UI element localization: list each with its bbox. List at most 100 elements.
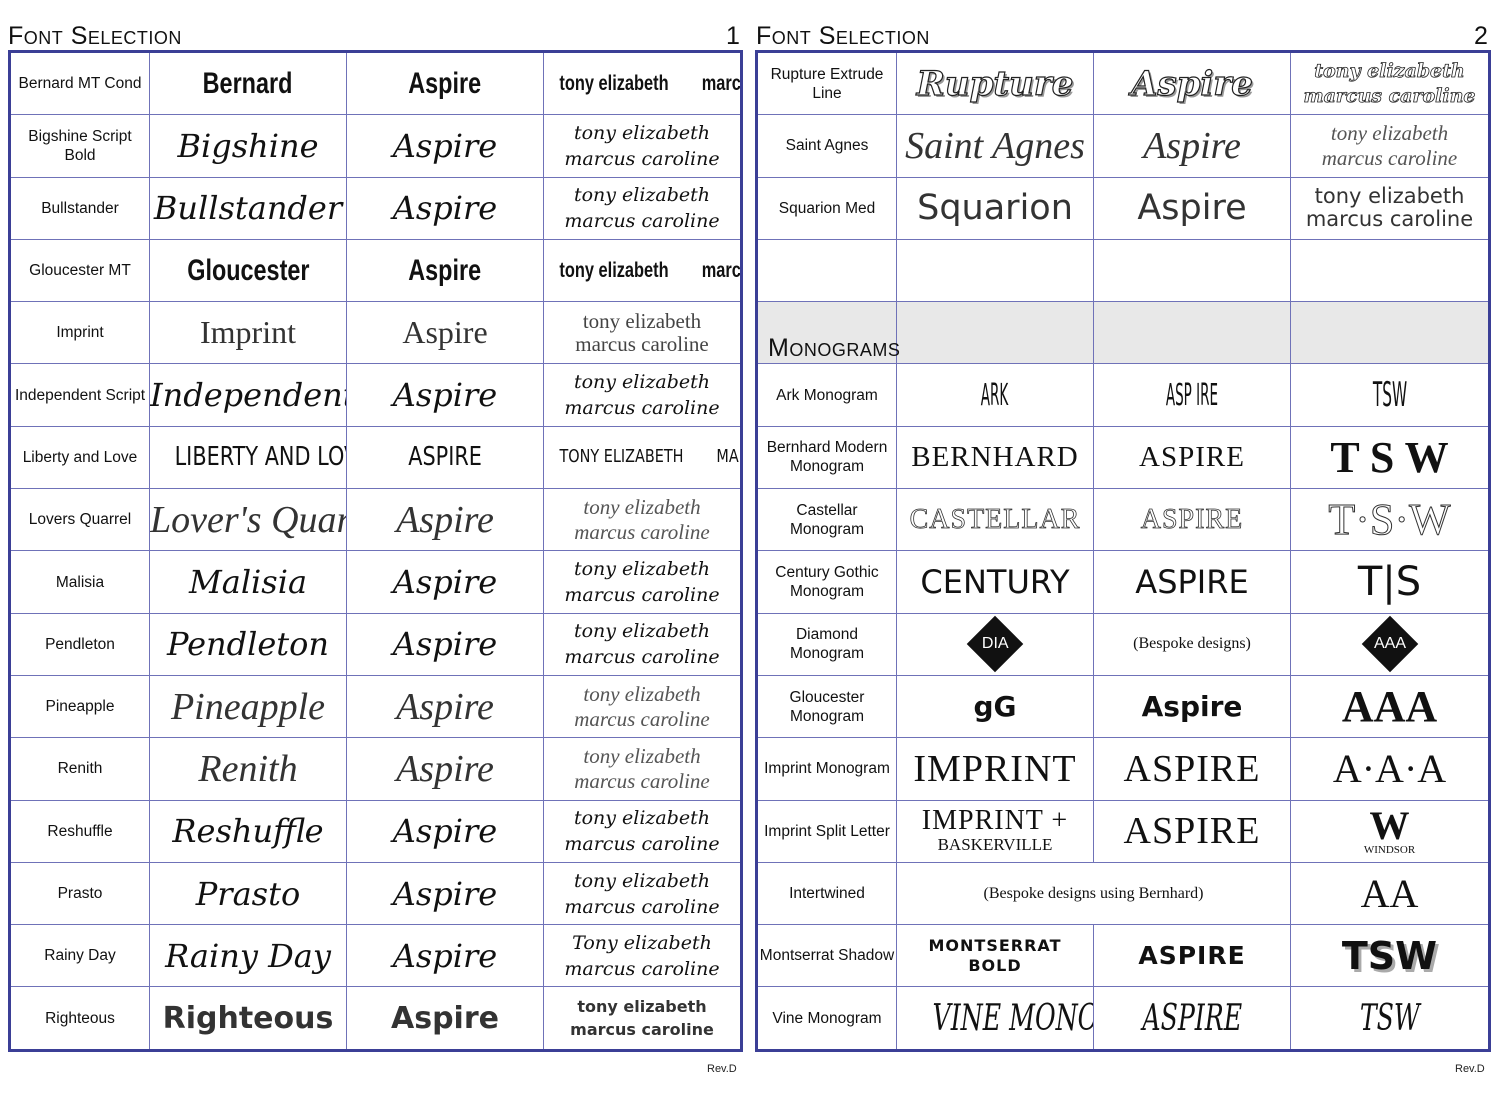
font-name-cell: Imprint bbox=[9, 301, 150, 365]
names-line: tony elizabeth bbox=[573, 184, 711, 207]
names-subtext: WINDSOR bbox=[1363, 843, 1416, 856]
aspire-cell: Aspire bbox=[346, 737, 544, 801]
aspire-cell: ASPIRE bbox=[1093, 924, 1291, 988]
aspire-cell: Aspire bbox=[346, 612, 544, 676]
aspire-cell: Aspire bbox=[346, 861, 544, 926]
names-line: marcus caroline bbox=[564, 895, 720, 918]
aspire-cell: ASPIRE bbox=[1093, 550, 1291, 614]
names-cell: T S W bbox=[1290, 425, 1490, 490]
aspire-cell: Aspire bbox=[346, 114, 544, 178]
sample-cell: Squarion bbox=[896, 176, 1094, 240]
sample-cell: Bernard bbox=[149, 50, 347, 116]
names-line: TSW bbox=[1341, 933, 1438, 978]
aspire-cell: Aspire bbox=[346, 799, 544, 863]
aspire-cell: Aspire bbox=[1093, 114, 1291, 178]
sample-text: Pineapple bbox=[170, 685, 326, 728]
revision-label: Rev.D bbox=[1455, 1063, 1485, 1075]
table-row: Rupture Extrude Line Rupture Aspire tony el… bbox=[756, 50, 1490, 116]
sample-text: Bernard bbox=[203, 66, 293, 100]
aspire-text: Aspire bbox=[392, 625, 498, 664]
aspire-cell: Aspire bbox=[346, 238, 544, 303]
font-name-cell: Imprint Split Letter bbox=[756, 799, 897, 863]
aspire-cell: ASPIRE bbox=[1093, 799, 1291, 863]
aspire-text: Aspire bbox=[396, 685, 494, 728]
aspire-cell: Aspire bbox=[346, 176, 544, 240]
names-line: marcus caroline bbox=[564, 833, 720, 856]
names-line: tony elizabeth bbox=[573, 620, 711, 643]
names-line: marcus caroline bbox=[564, 584, 720, 607]
sample-cell: Bullstander bbox=[149, 176, 347, 240]
monograms-section-row: Monograms bbox=[756, 301, 1490, 365]
table-row: Righteous Righteous Aspire tony elizabeth ma… bbox=[9, 986, 742, 1051]
sample-cell: ARK bbox=[896, 363, 1094, 427]
font-name-cell: Vine Monogram bbox=[756, 986, 897, 1051]
aspire-text: Aspire bbox=[392, 874, 498, 913]
table-row: Century Gothic Monogram CENTURY ASPIRE T|S bbox=[756, 550, 1490, 614]
table-row: Bernhard Modern Monogram BERNHARD ASPIRE T … bbox=[756, 425, 1490, 490]
aspire-text: ASPIRE bbox=[408, 442, 482, 473]
aspire-text: ASPIRE bbox=[1142, 997, 1242, 1039]
names-line: tony elizabeth bbox=[582, 308, 702, 333]
diamond-sample: DIA bbox=[966, 616, 1024, 673]
names-line: marcus caroline bbox=[564, 957, 720, 980]
sample-cell: gG bbox=[896, 674, 1094, 739]
names-line: tony elizabeth bbox=[559, 259, 669, 283]
names-line: TONY ELIZABETH bbox=[559, 446, 684, 468]
table-row: Saint Agnes Saint Agnes Aspire tony elizabe… bbox=[756, 114, 1490, 178]
sample-text: Righteous bbox=[162, 1000, 334, 1036]
sample-cell: Malisia bbox=[149, 550, 347, 614]
table-row: Rainy Day Rainy Day Aspire Tony elizabeth ma… bbox=[9, 924, 742, 988]
sample-cell: LIBERTY AND LOVE bbox=[149, 425, 347, 490]
font-name-cell: Liberty and Love bbox=[9, 425, 150, 490]
sample-cell: Lover's Quarrel bbox=[149, 488, 347, 552]
names-cell: AA bbox=[1290, 861, 1490, 926]
table-row: Malisia Malisia Aspire tony elizabeth marcus… bbox=[9, 550, 742, 614]
sample-text: Rainy Day bbox=[165, 936, 331, 975]
names-line: tony elizabeth bbox=[1330, 120, 1449, 145]
aspire-cell: Aspire bbox=[346, 488, 544, 552]
sample-text: Malisia bbox=[188, 563, 308, 602]
empty-cell bbox=[896, 238, 1094, 303]
aspire-cell: Aspire bbox=[1093, 674, 1291, 739]
font-name-cell: Bernhard Modern Monogram bbox=[756, 425, 897, 490]
aspire-cell: Aspire bbox=[346, 674, 544, 739]
table-row: Castellar Monogram CASTELLAR ASPIRE T·S·W bbox=[756, 488, 1490, 552]
sample-cell: Bigshine bbox=[149, 114, 347, 178]
sample-text: BERNHARD bbox=[911, 440, 1079, 473]
aspire-text: Aspire bbox=[408, 253, 482, 287]
table-row: Squarion Med Squarion Aspire tony elizabeth… bbox=[756, 176, 1490, 240]
aspire-cell: ASPIRE bbox=[1093, 488, 1291, 552]
names-cell: TSW bbox=[1290, 986, 1490, 1051]
sample-text: IMPRINT + bbox=[921, 805, 1069, 837]
font-name-cell: Bernard MT Cond bbox=[9, 50, 150, 116]
font-name-cell: Gloucester MT bbox=[9, 238, 150, 303]
names-cell: tony elizabeth marcus caroline bbox=[543, 612, 742, 676]
font-name-cell: Diamond Monogram bbox=[756, 612, 897, 676]
font-name-cell: Montserrat Shadow bbox=[756, 924, 897, 988]
sample-text: VINE MONO bbox=[932, 997, 1094, 1039]
font-name-cell: Reshuffle bbox=[9, 799, 150, 863]
font-name-cell: Righteous bbox=[9, 986, 150, 1051]
empty-cell bbox=[756, 238, 897, 303]
names-cell: TSW bbox=[1290, 924, 1490, 988]
sample-cell: DIA bbox=[896, 612, 1094, 676]
names-line: marcus caroline bbox=[564, 147, 720, 170]
sample-text: CENTURY bbox=[920, 563, 1070, 602]
table-row: Independent Script Independent Aspire tony … bbox=[9, 363, 742, 427]
sample-text: Reshuffle bbox=[172, 812, 324, 851]
aspire-text: Aspire bbox=[1131, 63, 1254, 104]
aspire-text: ASPIRE bbox=[1135, 563, 1249, 602]
aspire-text: Aspire bbox=[1141, 690, 1243, 724]
names-line: tony elizabeth bbox=[573, 558, 711, 581]
sample-cell: Pendleton bbox=[149, 612, 347, 676]
names-cell: W WINDSOR bbox=[1290, 799, 1490, 863]
sample-cell: CENTURY bbox=[896, 550, 1094, 614]
names-line: AA bbox=[1360, 871, 1419, 916]
names-line: marcus caroline bbox=[564, 646, 720, 669]
aspire-text: ASPIRE bbox=[1139, 440, 1245, 473]
